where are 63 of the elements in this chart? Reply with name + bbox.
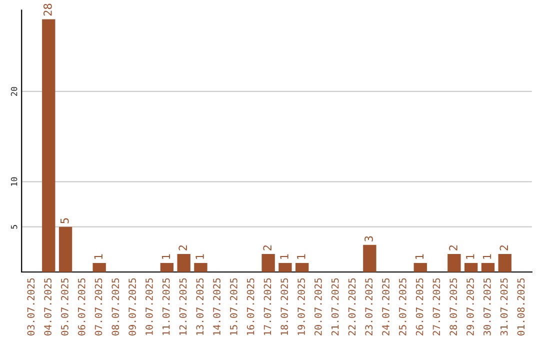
x-tick-label: 12.07.2025 bbox=[179, 278, 187, 335]
data-label: 1 bbox=[162, 254, 170, 259]
bar bbox=[278, 262, 292, 272]
data-label: 5 bbox=[60, 218, 69, 224]
data-label: 1 bbox=[94, 254, 102, 259]
x-tick-label: 09.07.2025 bbox=[128, 278, 136, 336]
bar bbox=[262, 254, 275, 272]
bar bbox=[414, 262, 427, 272]
x-tick-label: 24.07.2025 bbox=[382, 278, 390, 336]
bar bbox=[177, 254, 190, 272]
x-tick-label: 26.07.2025 bbox=[416, 278, 424, 336]
data-label: 1 bbox=[297, 254, 306, 259]
bar bbox=[92, 262, 106, 272]
data-label: 2 bbox=[449, 245, 458, 250]
data-label: 1 bbox=[196, 254, 204, 259]
x-tick-label: 07.07.2025 bbox=[94, 278, 102, 336]
x-tick-label: 31.07.2025 bbox=[500, 278, 508, 336]
bar bbox=[464, 262, 478, 272]
x-tick-label: 04.07.2025 bbox=[44, 278, 52, 336]
data-label: 1 bbox=[466, 254, 474, 259]
y-tick-label: 5 bbox=[11, 225, 18, 229]
x-tick-label: 23.07.2025 bbox=[365, 278, 373, 336]
bar bbox=[194, 262, 208, 272]
x-tick-label: 08.07.2025 bbox=[112, 278, 120, 336]
data-label: 1 bbox=[415, 254, 424, 259]
bar bbox=[363, 244, 376, 272]
bar bbox=[448, 254, 461, 272]
x-tick-label: 01.08.2025 bbox=[517, 278, 525, 336]
x-tick-label: 14.07.2025 bbox=[213, 278, 220, 335]
x-tick-label: 03.07.2025 bbox=[27, 278, 35, 336]
bar bbox=[481, 262, 495, 272]
x-tick-label: 17.07.2025 bbox=[264, 278, 272, 335]
x-tick-label: 18.07.2025 bbox=[280, 278, 288, 335]
x-tick-label: 16.07.2025 bbox=[246, 278, 254, 335]
x-tick-label: 21.07.2025 bbox=[331, 278, 339, 336]
x-tick-label: 22.07.2025 bbox=[348, 278, 356, 336]
data-label: 28 bbox=[43, 4, 52, 16]
x-tick-label: 20.07.2025 bbox=[314, 278, 322, 336]
x-tick-label: 05.07.2025 bbox=[61, 278, 68, 336]
x-tick-label: 11.07.2025 bbox=[162, 278, 170, 335]
y-tick-label: 20 bbox=[10, 86, 18, 96]
data-label: 1 bbox=[280, 254, 288, 259]
bar bbox=[498, 254, 512, 272]
x-tick-label: 25.07.2025 bbox=[398, 278, 406, 336]
data-label: 2 bbox=[263, 245, 272, 250]
x-tick-label: 27.07.2025 bbox=[432, 278, 440, 336]
x-tick-label: 06.07.2025 bbox=[78, 278, 86, 336]
x-tick-label: 19.07.2025 bbox=[298, 278, 305, 335]
x-tick-label: 29.07.2025 bbox=[466, 278, 474, 336]
x-tick-label: 30.07.2025 bbox=[483, 278, 491, 336]
bar bbox=[42, 19, 56, 272]
data-label: 2 bbox=[500, 245, 508, 250]
bar bbox=[160, 262, 174, 272]
y-tick-label: 10 bbox=[10, 177, 18, 186]
bar bbox=[58, 226, 72, 272]
data-label: 2 bbox=[178, 245, 187, 250]
data-label: 3 bbox=[364, 236, 373, 242]
x-tick-label: 10.07.2025 bbox=[146, 278, 153, 335]
bar bbox=[296, 262, 309, 272]
x-tick-label: 13.07.2025 bbox=[196, 278, 204, 335]
x-tick-label: 15.07.2025 bbox=[230, 278, 238, 335]
x-tick-label: 28.07.2025 bbox=[450, 278, 458, 336]
data-label: 1 bbox=[482, 254, 492, 259]
